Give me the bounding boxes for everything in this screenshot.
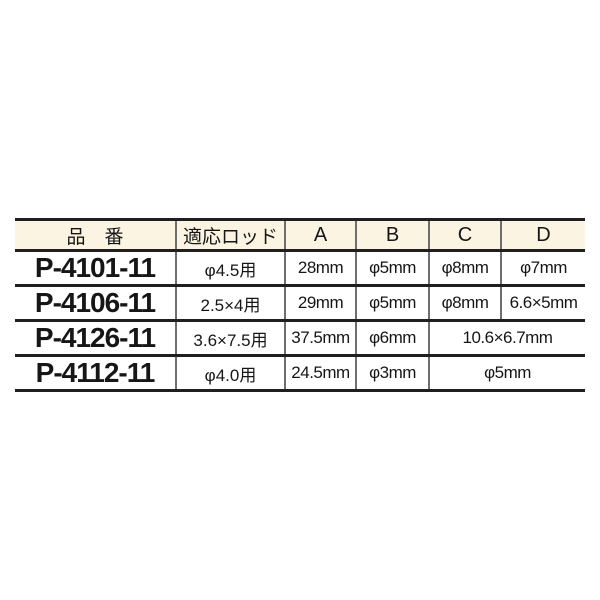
dim-a-cell: 29mm bbox=[284, 285, 356, 321]
column-header-b: B bbox=[355, 219, 429, 251]
table-row: P-4112-11 φ4.0用 24.5mm φ3mm φ5mm bbox=[15, 355, 585, 391]
part-number-cell: P-4106-11 bbox=[15, 285, 176, 321]
dim-b-cell: φ6mm bbox=[355, 320, 429, 356]
part-number-cell: P-4126-11 bbox=[15, 320, 176, 356]
dim-a-cell: 28mm bbox=[284, 250, 356, 286]
part-number-cell: P-4101-11 bbox=[15, 250, 176, 286]
table-row: P-4106-11 2.5×4用 29mm φ5mm φ8mm 6.6×5mm bbox=[15, 285, 585, 321]
part-number-cell: P-4112-11 bbox=[15, 355, 176, 391]
dim-cd-merged-cell: 10.6×6.7mm bbox=[428, 320, 585, 356]
column-header-part-number: 品 番 bbox=[15, 219, 176, 251]
table-row: P-4101-11 φ4.5用 28mm φ5mm φ8mm φ7mm bbox=[15, 250, 585, 286]
dim-b-cell: φ5mm bbox=[355, 250, 429, 286]
rod-cell: φ4.0用 bbox=[175, 355, 285, 391]
product-spec-table: 品 番 適応ロッド A B C D P-4101-11 φ4.5用 28mm φ… bbox=[15, 218, 585, 392]
rod-cell: 3.6×7.5用 bbox=[175, 320, 285, 356]
dim-cd-merged-cell: φ5mm bbox=[428, 355, 585, 391]
column-header-rod: 適応ロッド bbox=[175, 219, 285, 251]
dim-a-cell: 37.5mm bbox=[284, 320, 356, 356]
column-header-a: A bbox=[284, 219, 356, 251]
column-header-d: D bbox=[500, 219, 585, 251]
dim-b-cell: φ5mm bbox=[355, 285, 429, 321]
dim-c-cell: φ8mm bbox=[428, 250, 501, 286]
dim-b-cell: φ3mm bbox=[355, 355, 429, 391]
dim-c-cell: φ8mm bbox=[428, 285, 501, 321]
dim-a-cell: 24.5mm bbox=[284, 355, 356, 391]
dim-d-cell: φ7mm bbox=[500, 250, 585, 286]
dim-d-cell: 6.6×5mm bbox=[500, 285, 585, 321]
table-row: P-4126-11 3.6×7.5用 37.5mm φ6mm 10.6×6.7m… bbox=[15, 320, 585, 356]
rod-cell: φ4.5用 bbox=[175, 250, 285, 286]
rod-cell: 2.5×4用 bbox=[175, 285, 285, 321]
header-row: 品 番 適応ロッド A B C D bbox=[15, 219, 585, 251]
column-header-c: C bbox=[428, 219, 501, 251]
